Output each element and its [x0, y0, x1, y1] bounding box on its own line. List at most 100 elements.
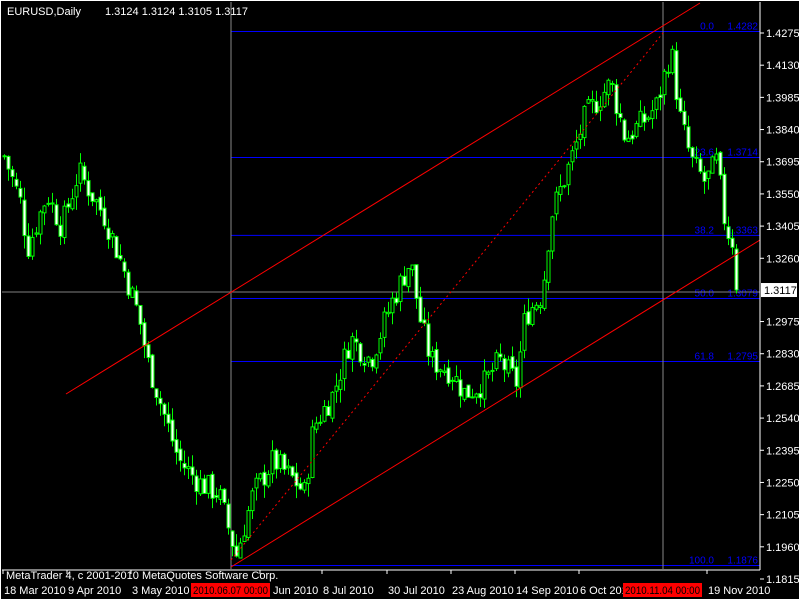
- candle-bull: [70, 198, 75, 210]
- fib-level-label: 23.6: [695, 148, 715, 159]
- y-tick-label: 1.3260: [766, 253, 800, 265]
- x-tick-label: 14 Sep 2010: [516, 585, 578, 597]
- candle-bear: [618, 113, 623, 119]
- y-tick-label: 1.2540: [766, 413, 800, 425]
- candle-bear: [142, 322, 147, 347]
- candle-bear: [722, 173, 727, 225]
- candle-bull: [398, 275, 403, 303]
- candle-bear: [450, 379, 455, 382]
- candle-bull: [46, 202, 51, 205]
- candle-bear: [666, 71, 671, 74]
- candle-bear: [698, 158, 703, 173]
- candle-bear: [294, 472, 299, 487]
- candle-bear: [658, 94, 663, 98]
- candle-bull: [270, 450, 275, 475]
- candle-bear: [514, 366, 519, 387]
- candle-bear: [230, 530, 235, 547]
- candle-bear: [394, 297, 399, 304]
- y-tick-label: 1.3695: [766, 157, 800, 169]
- y-tick-label: 1.3405: [766, 221, 800, 233]
- candle-bull: [662, 70, 667, 96]
- channel-lower-line[interactable]: [230, 239, 761, 568]
- candle-bull: [670, 48, 675, 74]
- candle-bull: [318, 421, 323, 424]
- candle-bull: [382, 311, 387, 338]
- channel-upper-line[interactable]: [65, 2, 701, 395]
- candle-bull: [34, 232, 39, 235]
- candle-bull: [538, 305, 543, 309]
- candle-bull: [338, 379, 343, 390]
- candle-bear: [90, 192, 95, 202]
- candle-bear: [282, 453, 287, 470]
- ohlc-readout: 1.3124 1.3124 1.3105 1.3117: [105, 6, 248, 18]
- fib-level-label: 100.0: [689, 555, 714, 566]
- candle-bear: [370, 358, 375, 368]
- fibonacci-retracement[interactable]: 0.0 1.4282 23.6 1.3714 38.2 1.3363 50.0 1.3079 6…: [231, 21, 760, 566]
- candle-bear: [18, 187, 23, 198]
- candle-bear: [190, 466, 195, 476]
- y-tick-label: 1.4275: [766, 28, 800, 40]
- crosshair-date-box: [623, 583, 702, 597]
- candle-bull: [582, 105, 587, 139]
- candle-bear: [14, 178, 19, 187]
- candle-bear: [146, 344, 151, 359]
- candle-bull: [30, 236, 35, 257]
- candle-bear: [174, 439, 179, 453]
- x-tick-label: 19 Nov 2010: [708, 585, 770, 597]
- x-tick-label: 9 Apr 2010: [68, 585, 121, 597]
- candle-bear: [470, 396, 475, 399]
- y-tick-label: 1.1815: [766, 574, 800, 586]
- candle-bear: [594, 100, 599, 114]
- fib-price-label: 1.1876: [727, 555, 758, 566]
- fib-price-label: 1.3714: [727, 148, 758, 159]
- candle-bear: [106, 227, 111, 240]
- candle-bull: [254, 477, 259, 489]
- price-axis[interactable]: 1.4275 1.4130 1.3985 1.3840 1.3695 1.3550 1.34…: [760, 28, 800, 586]
- candle-bull: [634, 123, 639, 137]
- x-tick-label: 30 Jul 2010: [388, 585, 445, 597]
- candle-bull: [550, 216, 555, 252]
- current-price-label: 1.3117: [764, 285, 797, 297]
- candle-bear: [222, 488, 227, 503]
- candle-bull: [602, 91, 607, 108]
- y-tick-label: 1.2685: [766, 381, 800, 393]
- candle-bear: [358, 343, 363, 363]
- candle-bull: [278, 454, 283, 469]
- y-tick-label: 1.2830: [766, 349, 800, 361]
- candle-bear: [122, 261, 127, 272]
- time-axis[interactable]: 18 Mar 2010 9 Apr 2010 3 May 2010 Jun 2010 8…: [2, 570, 770, 597]
- candle-bull: [286, 465, 291, 469]
- candle-bear: [718, 151, 723, 176]
- fib-trend-line[interactable]: [230, 32, 664, 561]
- candle-bear: [2, 155, 7, 158]
- candle-bull: [706, 170, 711, 179]
- candle-bear: [150, 354, 155, 389]
- candle-bull: [454, 376, 459, 382]
- candle-bull: [218, 489, 223, 500]
- candle-bull: [530, 307, 535, 325]
- candle-bear: [422, 319, 427, 324]
- candle-bear: [210, 473, 215, 499]
- candle-bull: [74, 185, 79, 198]
- candle-bear: [734, 248, 739, 291]
- fib-level-label: 61.8: [695, 351, 715, 362]
- candle-bear: [614, 84, 619, 115]
- candle-bear: [298, 482, 303, 490]
- candle-bull: [342, 348, 347, 380]
- candle-bear: [214, 495, 219, 498]
- current-price-box: [761, 283, 797, 298]
- candle-bull: [546, 250, 551, 283]
- candle-bear: [86, 180, 91, 197]
- fib-price-label: 1.4282: [727, 21, 758, 32]
- candle-bear: [726, 226, 731, 240]
- candle-bull: [586, 99, 591, 104]
- x-tick-label: 18 Mar 2010: [4, 585, 66, 597]
- candle-bull: [198, 478, 203, 495]
- fib-price-label: 1.2795: [727, 351, 758, 362]
- candle-bear: [510, 356, 515, 369]
- candle-bull: [626, 137, 631, 143]
- candle-bear: [502, 358, 507, 371]
- candle-bear: [58, 224, 63, 237]
- candle-bear: [114, 236, 119, 259]
